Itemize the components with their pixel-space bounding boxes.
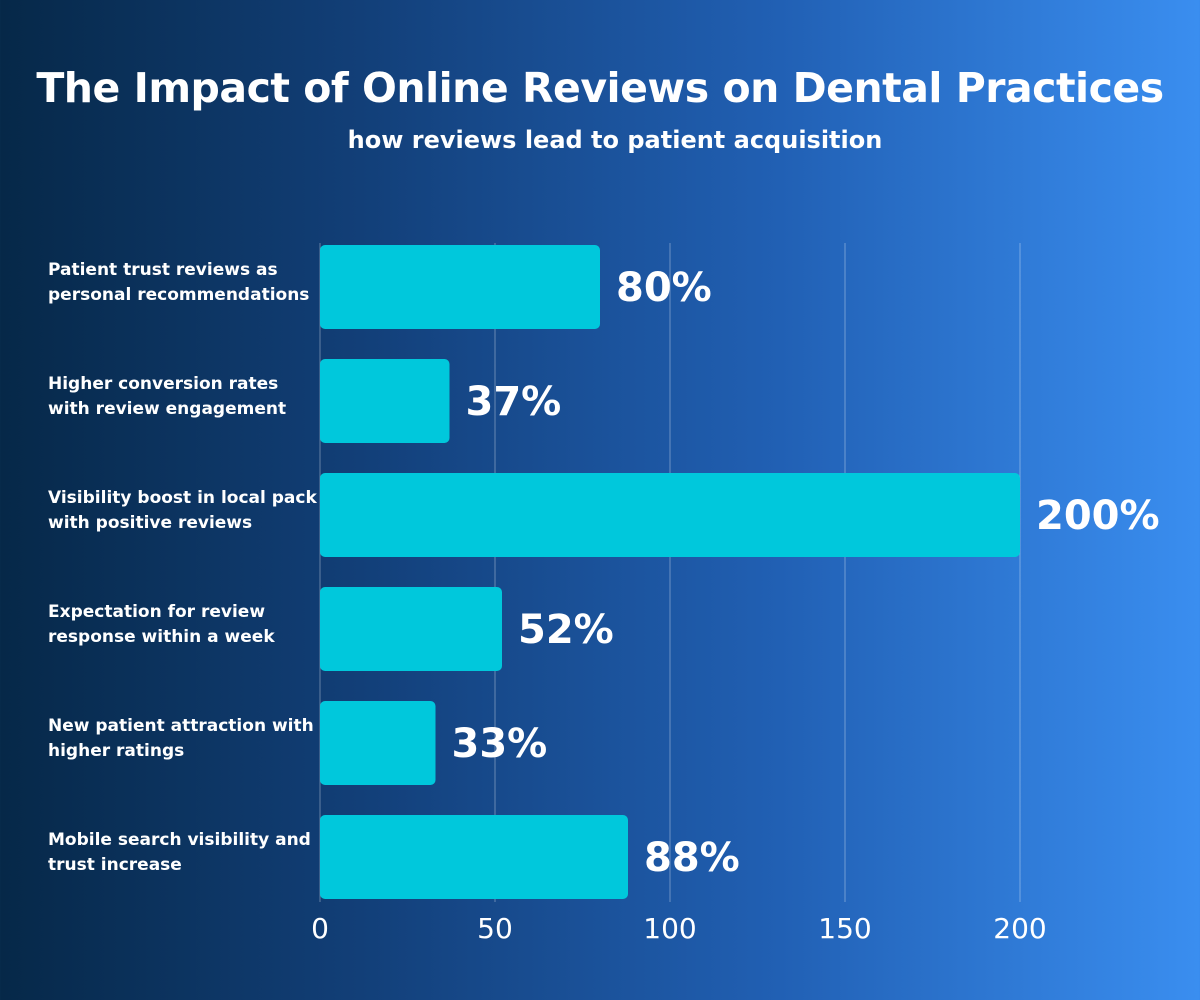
category-label: Mobile search visibility and trust incre… <box>48 830 311 875</box>
chart-title: The Impact of Online Reviews on Dental P… <box>36 64 1164 112</box>
x-tick-label: 150 <box>818 912 871 945</box>
data-label: 52% <box>518 607 614 653</box>
data-label: 37% <box>466 379 562 425</box>
bar <box>320 701 436 785</box>
x-tick-label: 0 <box>311 912 329 945</box>
category-label: New patient attraction with higher ratin… <box>48 716 314 761</box>
bar <box>320 359 450 443</box>
chart-subtitle: how reviews lead to patient acquisition <box>347 126 883 154</box>
bar <box>320 473 1020 557</box>
data-label: 200% <box>1036 493 1160 539</box>
data-label: 88% <box>644 835 740 881</box>
bar <box>320 815 628 899</box>
bar <box>320 245 600 329</box>
x-tick-label: 50 <box>477 912 513 945</box>
x-tick-label: 200 <box>993 912 1046 945</box>
category-label: Expectation for review response within a… <box>48 602 275 647</box>
category-label: Patient trust reviews as personal recomm… <box>48 260 310 305</box>
x-tick-label: 100 <box>643 912 696 945</box>
category-label: Higher conversion rates with review enga… <box>48 374 287 419</box>
data-label: 33% <box>452 721 548 767</box>
data-label: 80% <box>616 265 712 311</box>
bar <box>320 587 502 671</box>
category-label: Visibility boost in local pack with posi… <box>48 488 317 533</box>
